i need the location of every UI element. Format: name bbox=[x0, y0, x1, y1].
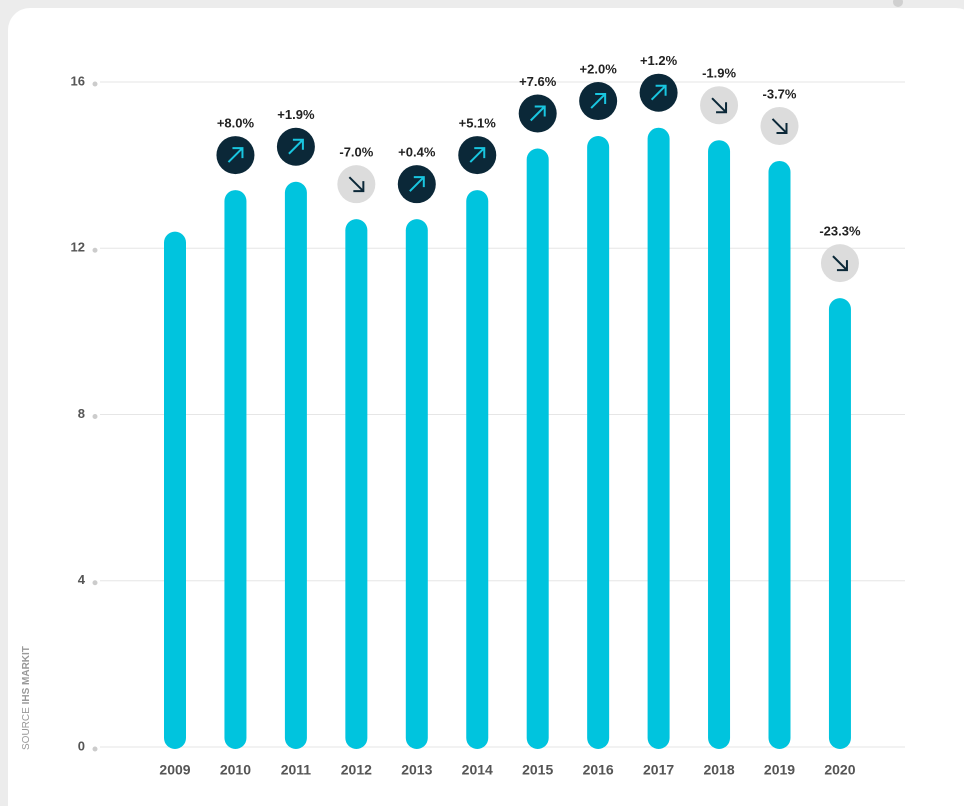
x-tick-label: 2016 bbox=[583, 762, 614, 778]
arrow bbox=[288, 138, 304, 155]
tick-dot bbox=[92, 81, 98, 87]
bar bbox=[828, 298, 851, 749]
bar bbox=[647, 127, 670, 749]
y-tick-label: 16 bbox=[71, 73, 85, 88]
arrow bbox=[590, 93, 607, 109]
source-label: SOURCE bbox=[21, 707, 32, 750]
x-tick-label: 2020 bbox=[824, 762, 855, 778]
x-tick-label: 2019 bbox=[764, 762, 795, 778]
arrow bbox=[409, 176, 425, 192]
arrow bbox=[348, 176, 365, 193]
bar bbox=[587, 136, 610, 749]
bar bbox=[768, 160, 791, 749]
arrow bbox=[529, 105, 546, 122]
bar bbox=[708, 140, 731, 749]
x-tick-label: 2015 bbox=[522, 762, 553, 778]
change-label: +1.9% bbox=[277, 107, 315, 122]
change-label: +8.0% bbox=[217, 116, 255, 131]
tick-dot bbox=[92, 247, 98, 253]
x-tick-label: 2014 bbox=[462, 762, 493, 778]
x-tick-label: 2012 bbox=[341, 762, 372, 778]
x-tick-label: 2017 bbox=[643, 762, 674, 778]
x-tick-label: 2010 bbox=[220, 762, 251, 778]
y-tick-label: 8 bbox=[78, 406, 85, 421]
y-tick-label: 0 bbox=[78, 738, 85, 753]
tick-dot bbox=[92, 580, 98, 586]
bar bbox=[284, 181, 307, 749]
x-tick-label: 2009 bbox=[159, 762, 190, 778]
arrow bbox=[832, 255, 848, 272]
x-tick-label: 2018 bbox=[703, 762, 734, 778]
change-label: -23.3% bbox=[819, 224, 861, 239]
change-label: +5.1% bbox=[459, 116, 497, 131]
tick-dot bbox=[92, 414, 98, 419]
x-tick-label: 2011 bbox=[281, 762, 312, 778]
y-tick-label: 12 bbox=[71, 240, 85, 255]
arrow bbox=[650, 84, 667, 101]
bar bbox=[164, 231, 186, 749]
source-name: IHS MARKIT bbox=[21, 646, 32, 704]
bar bbox=[466, 190, 489, 749]
arrow bbox=[711, 97, 728, 114]
bar bbox=[224, 190, 247, 749]
arrow bbox=[227, 147, 244, 163]
bar bbox=[526, 148, 549, 749]
change-label: +0.4% bbox=[398, 145, 436, 160]
change-label: +7.6% bbox=[519, 74, 557, 89]
corner-dot bbox=[893, 0, 903, 7]
change-label: +1.2% bbox=[640, 53, 678, 68]
source: SOURCE IHS MARKIT bbox=[21, 646, 32, 750]
bar bbox=[345, 219, 368, 749]
change-label: +2.0% bbox=[580, 61, 618, 76]
arrow bbox=[771, 118, 788, 134]
change-label: -7.0% bbox=[339, 145, 373, 160]
x-tick-label: 2013 bbox=[401, 762, 432, 778]
change-label: -1.9% bbox=[702, 66, 736, 81]
tick-dot bbox=[92, 746, 98, 752]
bar bbox=[405, 219, 428, 749]
arrow bbox=[469, 147, 486, 163]
y-tick-label: 4 bbox=[78, 572, 86, 587]
change-label: -3.7% bbox=[763, 86, 797, 101]
